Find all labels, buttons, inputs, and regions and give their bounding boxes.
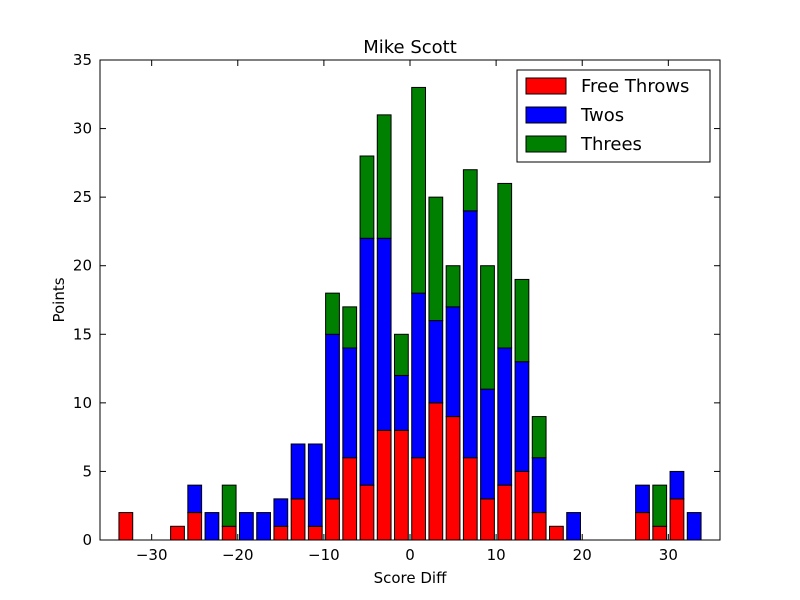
bar-threes-15: [359, 155, 375, 239]
legend: Free Throws Twos Threes: [516, 69, 711, 163]
x-tick-label: −30: [136, 546, 168, 564]
legend-swatch-threes: [525, 135, 567, 153]
bar-free-throws-4: [170, 525, 185, 541]
bar-twos-17: [394, 374, 409, 431]
bar-free-throws-11: [290, 498, 306, 541]
bar-twos-18: [411, 292, 427, 459]
bar-free-throws-7: [221, 525, 237, 541]
chart-title: Mike Scott: [363, 37, 457, 58]
y-axis-label: Points: [50, 277, 68, 322]
bar-free-throws-26: [549, 525, 564, 541]
x-tick-label: 30: [659, 546, 678, 564]
bar-twos-21: [462, 210, 478, 459]
bar-free-throws-1: [118, 512, 134, 541]
bar-twos-14: [342, 347, 358, 459]
bar-threes-21: [462, 169, 478, 212]
bar-twos-27: [566, 512, 581, 541]
bar-twos-8: [239, 512, 254, 541]
x-tick-label: −20: [222, 546, 254, 564]
bar-twos-11: [290, 443, 306, 500]
bar-twos-20: [445, 306, 461, 418]
bar-threes-18: [411, 86, 427, 294]
bar-free-throws-20: [445, 416, 461, 541]
legend-swatch-twos: [525, 106, 567, 124]
legend-label-threes: Threes: [580, 134, 642, 155]
bar-twos-33: [669, 470, 685, 500]
bar-free-throws-25: [531, 512, 547, 541]
bar-free-throws-21: [462, 457, 478, 541]
bar-twos-10: [273, 498, 289, 527]
y-tick-label: 25: [73, 188, 92, 206]
bar-free-throws-22: [480, 498, 495, 541]
y-tick-label: 0: [82, 531, 92, 549]
bar-threes-24: [514, 278, 530, 363]
y-tick-label: 10: [73, 394, 92, 412]
bar-free-throws-17: [394, 429, 409, 541]
bar-twos-19: [428, 320, 444, 404]
bar-twos-13: [325, 333, 340, 500]
y-tick-label: 20: [73, 257, 92, 275]
bar-free-throws-32: [652, 525, 668, 541]
bar-free-throws-12: [307, 525, 323, 541]
bar-twos-15: [359, 237, 375, 486]
bar-free-throws-24: [514, 470, 530, 541]
bar-free-throws-19: [428, 402, 444, 541]
bar-free-throws-15: [359, 484, 375, 541]
bar-twos-9: [256, 512, 272, 541]
bar-threes-19: [428, 196, 444, 322]
legend-swatch-free-throws: [525, 77, 567, 95]
bar-twos-6: [204, 512, 220, 541]
x-axis-label: Score Diff: [374, 569, 447, 587]
bar-twos-24: [514, 361, 530, 472]
bar-threes-13: [325, 292, 340, 335]
legend-label-free-throws: Free Throws: [581, 76, 689, 97]
bar-threes-17: [394, 333, 409, 376]
x-tick-label: 20: [573, 546, 592, 564]
bar-free-throws-5: [187, 512, 203, 541]
bar-twos-31: [635, 484, 650, 514]
y-tick-label: 15: [73, 325, 92, 343]
bar-free-throws-23: [497, 484, 513, 541]
bar-free-throws-14: [342, 457, 358, 541]
y-tick-label: 5: [82, 462, 92, 480]
bar-free-throws-13: [325, 498, 340, 541]
bar-twos-25: [531, 457, 547, 514]
ticks-group: −30 −20 −10 0 10 20 30 0 5 10 15 20 25 30 35: [73, 51, 720, 564]
bar-twos-22: [480, 388, 495, 500]
x-tick-label: −10: [308, 546, 340, 564]
bar-twos-5: [187, 484, 203, 514]
bar-threes-22: [480, 265, 495, 390]
bar-twos-12: [307, 443, 323, 527]
bar-free-throws-31: [635, 512, 650, 541]
x-tick-label: 10: [487, 546, 506, 564]
x-tick-label: 0: [405, 546, 415, 564]
bar-free-throws-18: [411, 457, 427, 541]
bar-twos-34: [686, 512, 702, 541]
bar-twos-16: [376, 237, 392, 431]
bar-threes-7: [221, 484, 237, 527]
bar-free-throws-16: [376, 429, 392, 541]
y-tick-label: 30: [73, 120, 92, 138]
bar-threes-20: [445, 265, 461, 308]
y-tick-label: 35: [73, 51, 92, 69]
bar-free-throws-10: [273, 525, 289, 541]
bar-threes-23: [497, 182, 513, 349]
bar-threes-14: [342, 306, 358, 349]
bar-threes-32: [652, 484, 668, 527]
bar-free-throws-33: [669, 498, 685, 541]
legend-label-twos: Twos: [580, 105, 624, 126]
bar-threes-25: [531, 416, 547, 459]
bar-threes-16: [376, 114, 392, 239]
bar-twos-23: [497, 347, 513, 486]
